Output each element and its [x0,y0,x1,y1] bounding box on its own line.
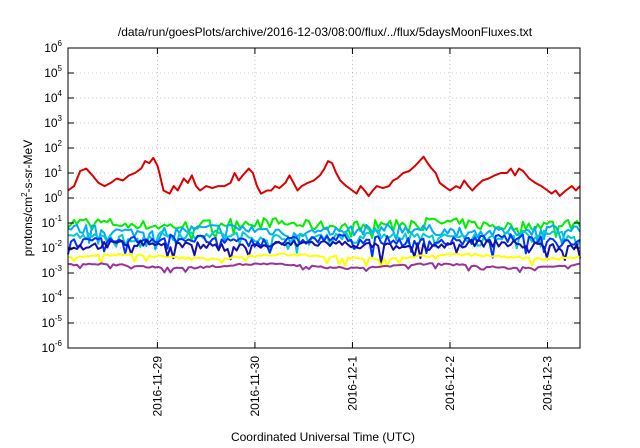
y-tick-label: 10-6 [42,339,63,355]
y-axis: 10-6 10-5 10-4 10-3 10-2 10-1 100 101 102 103 104 1… [42,39,580,355]
grid [68,48,580,348]
y-tick-label: 105 [44,64,62,80]
x-tick-label: 2016-12-1 [345,356,359,411]
y-tick-label: 104 [44,89,62,105]
y-axis-label-rest: -s-sr-MeV [21,140,35,193]
y-tick-label: 10-5 [42,314,63,330]
x-tick-label: 2016-12-3 [540,356,554,411]
x-axis: 2016-11-29 2016-11-30 2016-12-1 2016-12-2 20… [150,48,554,417]
y-tick-label: 10-4 [42,289,63,305]
series-line-7 [67,252,581,268]
y-tick-label: 106 [44,39,62,55]
y-tick-label: 10-1 [42,214,63,230]
y-tick-label: 100 [44,189,62,205]
series-group [67,155,581,274]
series-line-1 [67,155,581,197]
y-tick-label: 102 [44,139,62,155]
y-tick-label: 101 [44,164,62,180]
y-tick-label: 10-3 [42,264,63,280]
series-line-3 [67,223,581,251]
series-line-8 [67,262,581,274]
y-tick-label: 10-2 [42,239,63,255]
series-line-6 [67,238,581,265]
x-tick-label: 2016-12-2 [443,356,457,411]
y-tick-label: 103 [44,114,62,130]
x-tick-label: 2016-11-29 [150,356,164,417]
y-axis-label: protons/cm2-s-sr-MeV [20,140,35,256]
x-axis-label: Coordinated Universal Time (UTC) [231,430,415,444]
x-tick-label: 2016-11-30 [248,356,262,417]
chart-title: /data/run/goesPlots/archive/2016-12-03/0… [118,25,533,39]
y-axis-label-sup: 2 [20,192,29,197]
y-axis-label-base: protons/cm [21,197,35,256]
